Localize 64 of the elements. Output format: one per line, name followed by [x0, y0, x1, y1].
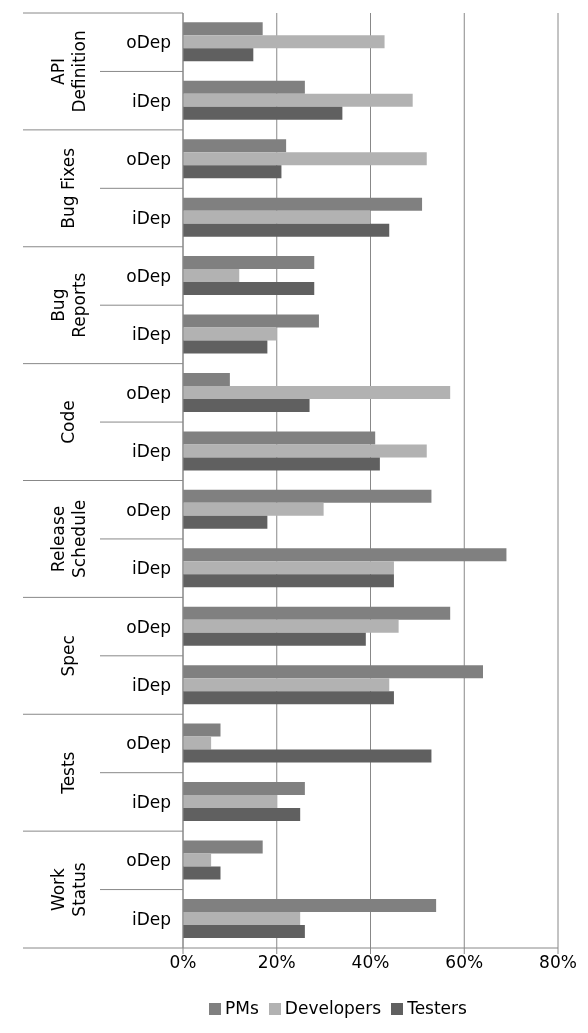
bar	[183, 327, 277, 341]
bar	[183, 48, 254, 62]
y-tick-label: iDep	[131, 441, 171, 462]
bar	[183, 282, 315, 296]
x-tick-label: 60%	[445, 952, 484, 973]
bar	[183, 678, 390, 692]
x-tick-label: 40%	[351, 952, 390, 973]
text: Bug Fixes	[58, 147, 78, 229]
bar	[183, 808, 301, 822]
y-tick-label: oDep	[126, 382, 171, 403]
y-tick-label: iDep	[131, 791, 171, 812]
bar	[183, 35, 385, 49]
y-tick-label: oDep	[126, 149, 171, 170]
bar	[183, 269, 240, 283]
text: API Definition	[47, 30, 89, 113]
bar	[183, 385, 451, 399]
bar	[183, 736, 212, 750]
legend-label: Testers	[407, 998, 467, 1018]
bar	[183, 515, 268, 529]
y-tick-label: oDep	[126, 616, 171, 637]
bar	[183, 691, 394, 705]
text: Code	[58, 400, 78, 444]
y-tick-label: oDep	[126, 265, 171, 286]
bar	[183, 632, 366, 646]
y-tick-label: oDep	[126, 499, 171, 520]
bar	[183, 457, 380, 471]
text: Work Status	[47, 862, 89, 917]
bar	[183, 223, 390, 237]
bar	[183, 853, 212, 867]
bar	[183, 444, 427, 458]
bar	[183, 574, 394, 588]
bar	[183, 398, 310, 412]
text: Bug Reports	[47, 272, 89, 338]
text: Tests	[58, 751, 78, 795]
y-tick-label: oDep	[126, 850, 171, 871]
y-tick-label: iDep	[131, 207, 171, 228]
bar	[183, 502, 324, 516]
y-tick-label: iDep	[131, 90, 171, 111]
bar	[183, 561, 394, 575]
bar	[183, 749, 432, 763]
y-tick-label: iDep	[131, 558, 171, 579]
bar	[183, 106, 343, 120]
bar	[183, 152, 427, 166]
bar	[183, 210, 371, 224]
x-tick-label: 80%	[539, 952, 577, 973]
bar	[183, 93, 413, 107]
text: Spec	[58, 635, 78, 677]
legend-label: PMs	[225, 998, 259, 1018]
y-tick-label: iDep	[131, 675, 171, 696]
bar	[183, 911, 301, 925]
bar	[183, 924, 305, 938]
y-tick-label: oDep	[126, 32, 171, 53]
x-tick-label: 0%	[169, 952, 197, 973]
bar	[183, 866, 221, 880]
text: Release Schedule	[47, 499, 89, 578]
legend-label: Developers	[284, 998, 382, 1018]
x-tick-label: 20%	[257, 952, 296, 973]
bar	[183, 619, 399, 633]
bar	[183, 165, 282, 179]
bar	[183, 340, 268, 354]
y-tick-label: iDep	[131, 324, 171, 345]
bar	[183, 795, 277, 809]
y-tick-label: oDep	[126, 733, 171, 754]
y-tick-label: iDep	[131, 908, 171, 929]
